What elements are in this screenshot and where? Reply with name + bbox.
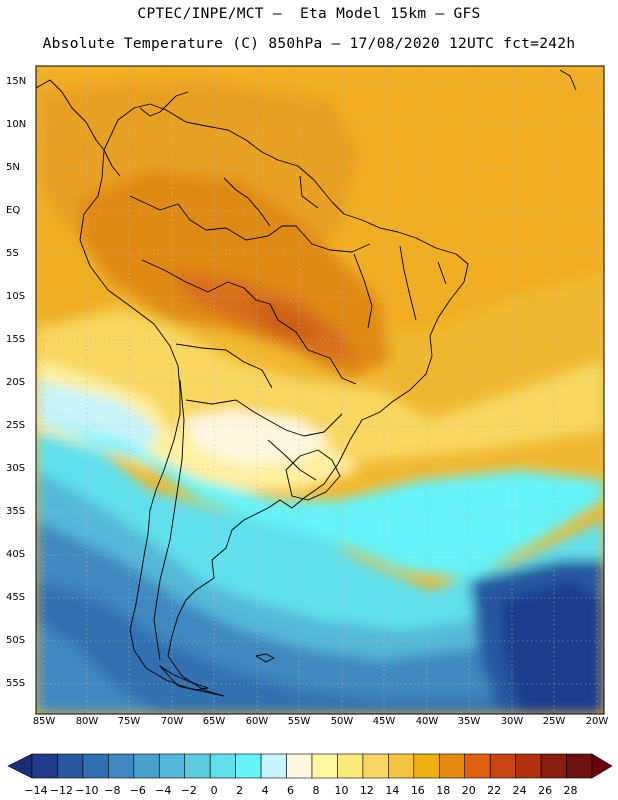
colorbar-swatch [413,753,440,779]
colorbar-tick-label: 0 [210,784,218,797]
colorbar-swatch [311,753,338,779]
colorbar-tick-label: 20 [461,784,476,797]
colorbar-tick-label: 18 [436,784,451,797]
colorbar-swatch [540,753,567,779]
colorbar-swatch [184,753,211,779]
lon-label: 85W [32,716,56,727]
map-title: CPTEC/INPE/MCT – Eta Model 15km – GFS [137,6,481,22]
lat-label: 5S [6,248,19,259]
colorbar-swatch [235,753,262,779]
lon-label: 50W [330,716,354,727]
lat-label: 25S [6,420,26,431]
lon-label: 30W [500,716,524,727]
lat-label: 45S [6,592,26,603]
lon-label: 65W [202,716,226,727]
colorbar-swatch [362,753,389,779]
colorbar [7,753,613,779]
colorbar-swatch [464,753,491,779]
colorbar-tick-label: −6 [129,784,146,797]
colorbar-tick-label: 8 [312,784,320,797]
colorbar-under-arrow [7,753,33,779]
colorbar-tick-label: 22 [487,784,502,797]
colorbar-swatch [133,753,160,779]
lon-label: 25W [542,716,566,727]
colorbar-tick-label: 2 [236,784,244,797]
colorbar-tick-label: 16 [410,784,425,797]
lat-label: 30S [6,463,26,474]
colorbar-swatch [108,753,135,779]
lat-label: 35S [6,506,26,517]
lat-label: 15N [6,76,27,87]
colorbar-over-arrow [591,753,613,779]
south-america-coast [79,103,469,697]
temperature-field [36,66,604,714]
colorbar-tick-label: 28 [563,784,578,797]
lat-label: 50S [6,635,26,646]
colorbar-swatch [286,753,313,779]
colorbar-swatch [337,753,364,779]
colorbar-swatch [489,753,516,779]
lon-label: 80W [75,716,99,727]
graticule [36,66,604,714]
colorbar-tick-label: 10 [334,784,349,797]
colorbar-swatch [566,753,593,779]
lat-label: 5N [6,162,20,173]
lat-label: EQ [6,205,21,216]
map-subtitle: Absolute Temperature (C) 850hPa – 17/08/… [42,36,576,52]
colorbar-tick-label: −2 [180,784,197,797]
colorbar-tick-label: 12 [359,784,374,797]
lon-label: 35W [457,716,481,727]
colorbar-tick-label: −10 [75,784,99,797]
lat-label: 55S [6,678,26,689]
colorbar-tick-label: 6 [287,784,295,797]
map-frame [35,65,605,715]
colorbar-swatch [82,753,109,779]
lat-label: 10S [6,291,26,302]
coastlines [35,69,577,697]
colorbar-tick-label: −14 [24,784,48,797]
lon-label: 45W [372,716,396,727]
lon-label: 60W [245,716,269,727]
lat-label: 10N [6,119,27,130]
colorbar-swatch [388,753,415,779]
lon-label: 40W [415,716,439,727]
colorbar-tick-label: −8 [104,784,121,797]
colorbar-tick-label: −4 [155,784,172,797]
colorbar-tick-label: 24 [512,784,527,797]
lat-label: 20S [6,377,26,388]
colorbar-tick-label: 14 [385,784,400,797]
lon-label: 70W [160,716,184,727]
lat-label: 40S [6,549,26,560]
lon-label: 75W [117,716,141,727]
colorbar-swatch [57,753,84,779]
colorbar-swatch [209,753,236,779]
colorbar-tick-label: −12 [49,784,74,797]
colorbar-swatch [515,753,542,779]
lon-label: 20W [585,716,609,727]
colorbar-swatch [438,753,466,779]
colorbar-tick-label: 4 [261,784,269,797]
colorbar-swatch [260,753,287,779]
lat-label: 15S [6,334,26,345]
lon-label: 55W [287,716,311,727]
colorbar-swatch [31,753,58,779]
colorbar-tick-label: 26 [538,784,553,797]
colorbar-swatch [158,753,186,779]
